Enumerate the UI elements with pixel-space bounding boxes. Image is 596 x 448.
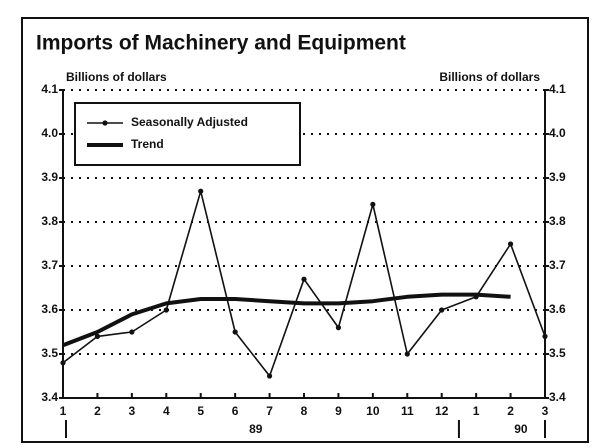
x-tick-label: 9 <box>335 404 342 418</box>
y2-tick-label: 4.0 <box>549 126 566 140</box>
y-tick-label: 3.9 <box>41 170 58 184</box>
x-tick-label: 1 <box>473 404 480 418</box>
y2-tick-label: 3.5 <box>549 346 566 360</box>
x-tick-label: 12 <box>435 404 449 418</box>
x-tick-label: 8 <box>301 404 308 418</box>
y-tick-label: 3.5 <box>41 346 58 360</box>
y-tick-label: 3.8 <box>41 214 58 228</box>
y2-axis-label: Billions of dollars <box>439 70 540 84</box>
y-axis-label: Billions of dollars <box>66 70 167 84</box>
y2-tick-label: 3.6 <box>549 302 566 316</box>
data-point <box>370 201 376 207</box>
x-tick-label: 3 <box>129 404 136 418</box>
data-point <box>335 325 342 331</box>
y-tick-label: 4.1 <box>41 82 58 96</box>
x-tick-label: 6 <box>232 404 239 418</box>
y-tick-label: 3.7 <box>41 258 58 272</box>
data-point <box>507 241 514 247</box>
year-label: 89 <box>249 422 263 436</box>
x-tick-label: 4 <box>163 404 170 418</box>
data-point <box>266 373 273 379</box>
x-tick-label: 10 <box>366 404 380 418</box>
x-tick-label: 1 <box>60 404 67 418</box>
data-point <box>163 307 169 313</box>
data-point <box>129 329 135 335</box>
data-point <box>301 276 307 282</box>
x-tick-label: 7 <box>266 404 273 418</box>
legend <box>74 102 301 166</box>
year-label: 90 <box>514 422 528 436</box>
data-point <box>232 329 238 335</box>
data-point <box>60 360 66 366</box>
y2-tick-label: 3.9 <box>549 170 566 184</box>
legend-label: Trend <box>131 137 164 151</box>
y-tick-label: 3.4 <box>41 390 58 404</box>
data-point <box>94 333 101 339</box>
data-point <box>439 307 445 313</box>
y-tick-label: 4.0 <box>41 126 58 140</box>
x-tick-label: 11 <box>401 404 414 418</box>
legend-marker <box>102 120 108 126</box>
y2-tick-label: 3.4 <box>549 390 566 404</box>
legend-label: Seasonally Adjusted <box>131 115 248 129</box>
x-tick-label: 5 <box>197 404 204 418</box>
x-tick-label: 2 <box>507 404 514 418</box>
x-tick-label: 3 <box>542 404 549 418</box>
data-point <box>404 351 410 357</box>
x-tick-label: 2 <box>94 404 101 418</box>
y-tick-label: 3.6 <box>41 302 58 316</box>
data-point <box>542 333 548 339</box>
trend-line <box>62 292 511 348</box>
y2-tick-label: 3.7 <box>549 258 566 272</box>
frame <box>21 17 589 443</box>
chart-title: Imports of Machinery and Equipment <box>36 32 406 55</box>
y2-tick-label: 3.8 <box>549 214 566 228</box>
y2-tick-label: 4.1 <box>549 82 566 96</box>
data-point <box>198 188 204 194</box>
